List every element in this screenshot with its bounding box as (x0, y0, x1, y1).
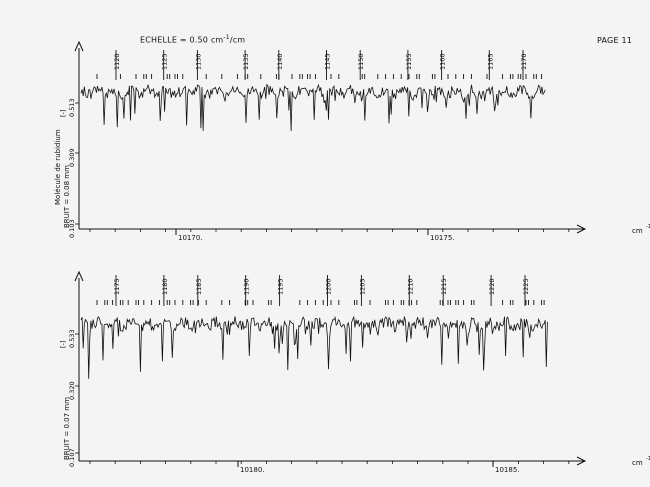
panel2-line-number-label: 1190 (243, 278, 251, 295)
page-number: PAGE 11 (597, 36, 633, 45)
panel1-spectrum-trace (80, 83, 546, 132)
panel1-y-tick-label: 0.309 (68, 148, 76, 167)
panel2-line-number-label: 1195 (277, 278, 285, 295)
scale-label: ECHELLE = 0.50 cm-1/cm (140, 34, 246, 45)
panel1-line-number-label: 1130 (194, 53, 202, 70)
panel1-unit-exponent: -1 (646, 224, 650, 230)
panel1-x-tick-label: 10175. (430, 234, 455, 242)
panel2-y-tick-label: 0.533 (68, 329, 76, 348)
panel2-unit-label: cm (632, 459, 643, 467)
panel2-line-number-label: 1185 (195, 278, 203, 295)
panel2-y-tick-label: 0.107 (68, 448, 76, 467)
panel2-y-axis-arrow-icon (74, 270, 84, 282)
panel1-line-number-label: 1150 (357, 53, 365, 70)
panel2-x-tick-label: 10180. (240, 466, 265, 474)
panel1-x-axis-arrow-icon (576, 224, 587, 234)
panel1-line-number-label: 1160 (439, 53, 447, 70)
panel1-line-number-label: 1165 (486, 53, 494, 70)
panel2-line-number-label: 1215 (440, 278, 448, 295)
panel1-y-tick-label: 0.103 (68, 219, 76, 238)
panel2-line-number-label: 1200 (325, 278, 333, 295)
panel2-line-number-label: 1210 (406, 278, 414, 295)
panel1-line-number-label: 1120 (113, 53, 121, 70)
panel1-y-tick-label: 0.513 (68, 98, 76, 117)
panel1-y-marker: [-] (59, 110, 67, 117)
panel2-y-marker: [-] (59, 341, 67, 348)
panel2-x-axis-arrow-icon (576, 456, 587, 466)
panel2-line-number-label: 1180 (161, 278, 169, 295)
panel2-line-number-label: 1225 (522, 278, 530, 295)
panel1-line-number-label: 1155 (405, 53, 413, 70)
panel2-y-tick-label: 0.320 (68, 381, 76, 400)
panel1-x-tick-label: 10170. (178, 234, 203, 242)
scale-exponent: -1 (223, 34, 230, 41)
panel1-line-number-label: 1125 (161, 53, 169, 70)
panel1-line-number-label: 1145 (324, 53, 332, 70)
panel1-y-axis-arrow-icon (74, 40, 84, 52)
panel1-line-number-label: 1135 (242, 53, 250, 70)
panel1-unit-label: cm (632, 227, 643, 235)
panel1-line-number-label: 1140 (276, 53, 284, 70)
panel2-unit-exponent: -1 (646, 456, 650, 462)
panel1-line-number-label: 1170 (520, 53, 528, 70)
panel2-line-number-label: 1205 (358, 278, 366, 295)
panel2-line-number-label: 1220 (488, 278, 496, 295)
panel2-x-tick-label: 10185. (495, 466, 520, 474)
panel2-line-number-label: 1175 (113, 278, 121, 295)
panel2-spectrum-trace (80, 315, 548, 379)
